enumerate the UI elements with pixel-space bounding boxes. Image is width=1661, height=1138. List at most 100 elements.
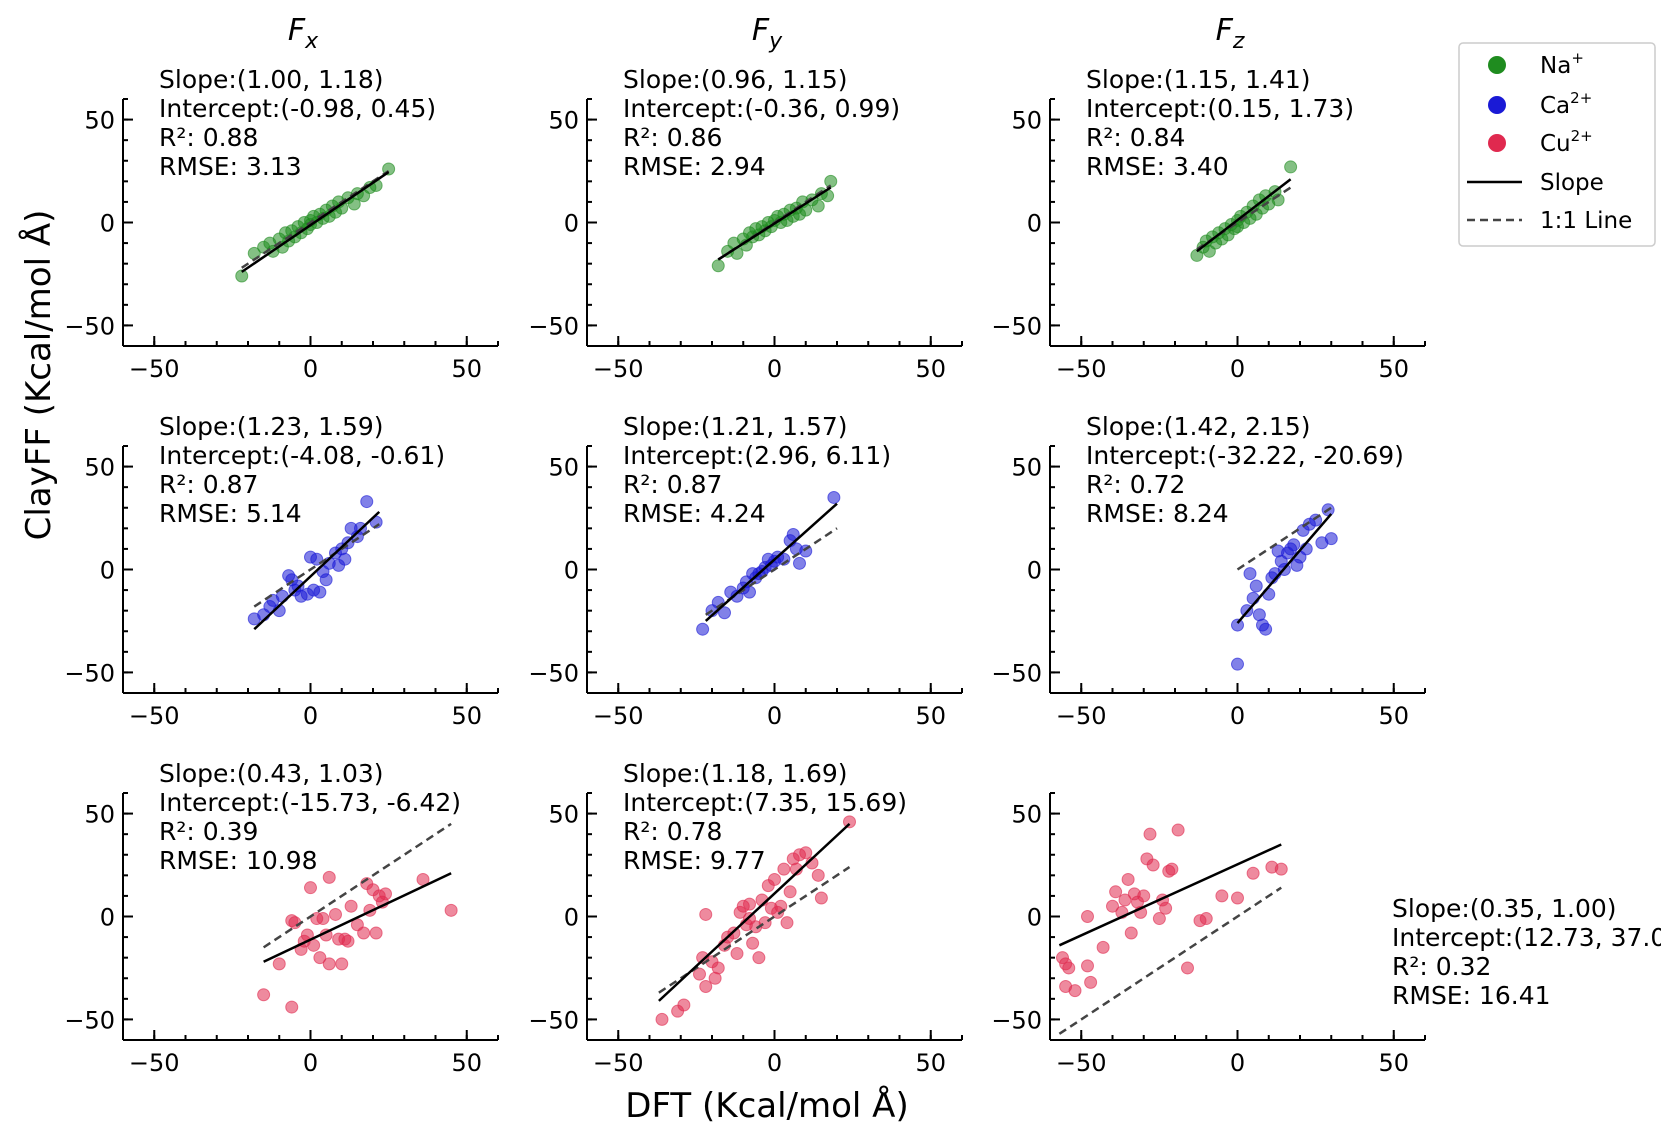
data-point: [1215, 889, 1229, 903]
x-tick-label: 0: [303, 702, 318, 730]
y-tick-label: 50: [548, 107, 579, 135]
x-tick-label: 50: [915, 1049, 946, 1077]
panel-cu-fz: −50 0 50 −50 0 50 Slope:(0.35, 1.00)Intercept:…: [991, 792, 1661, 1077]
data-point: [699, 907, 713, 921]
y-tick-label: −50: [528, 1006, 579, 1034]
data-point: [843, 815, 856, 829]
stat-line: RMSE: 5.14: [159, 499, 302, 528]
stat-line: RMSE: 9.77: [623, 846, 766, 875]
fit-line: [263, 872, 452, 963]
x-tick-label: −50: [129, 1049, 180, 1077]
data-point: [1259, 622, 1273, 636]
stat-line: R²: 0.39: [159, 817, 258, 846]
data-point: [1081, 959, 1094, 973]
data-point: [1081, 910, 1094, 923]
data-point: [1171, 823, 1185, 837]
data-point: [1284, 160, 1298, 174]
column-title-fz: Fz: [1216, 13, 1245, 54]
data-point: [1324, 532, 1338, 546]
data-point: [313, 585, 327, 599]
data-point: [824, 174, 838, 188]
stat-line: RMSE: 3.40: [1086, 152, 1229, 181]
y-tick-label: −50: [528, 312, 579, 340]
y-tick-label: 0: [100, 904, 115, 932]
legend-marker-na: [1488, 56, 1506, 74]
column-title-fx: Fx: [288, 13, 319, 54]
fit-line: [717, 186, 832, 261]
y-tick-label: 50: [84, 801, 115, 829]
y-tick-label: 50: [1011, 107, 1042, 135]
stat-line: Intercept:(2.96, 6.11): [623, 441, 891, 470]
data-point: [1231, 657, 1244, 671]
panel-ca-fx: −50 0 50 −50 0 50 Slope:(1.23, 1.59)Intercept:…: [64, 412, 499, 730]
panel-ca-fz: −50 0 50 −50 0 50 Slope:(1.42, 2.15)Intercept:…: [991, 412, 1426, 730]
identity-line: [1236, 506, 1332, 571]
y-tick-label: 50: [84, 454, 115, 482]
y-tick-label: 0: [564, 210, 579, 238]
data-point: [1159, 901, 1173, 915]
y-tick-label: −50: [64, 1006, 115, 1034]
stat-line: Slope:(1.18, 1.69): [623, 759, 848, 788]
y-tick-label: 0: [100, 557, 115, 585]
data-point: [357, 926, 371, 940]
data-point: [360, 495, 374, 509]
stat-line: RMSE: 8.24: [1086, 499, 1229, 528]
x-tick-label: −50: [593, 355, 644, 383]
stat-line: R²: 0.84: [1086, 123, 1185, 152]
data-point: [322, 870, 336, 884]
stat-line: Slope:(1.21, 1.57): [623, 412, 848, 441]
data-point: [1124, 926, 1138, 940]
panel-na-fy: −50 0 50 −50 0 50 Slope:(0.96, 1.15)Intercept:…: [528, 65, 963, 383]
panel-cu-fy: −50 0 50 −50 0 50 Slope:(1.18, 1.69)Intercept:…: [528, 759, 963, 1077]
stat-line: R²: 0.86: [623, 123, 722, 152]
data-point: [313, 951, 327, 965]
data-point: [1199, 912, 1213, 926]
x-tick-label: −50: [129, 355, 180, 383]
data-point: [786, 528, 800, 542]
data-point: [1062, 961, 1076, 975]
data-point: [1274, 862, 1288, 876]
y-tick-label: 50: [84, 107, 115, 135]
stat-line: RMSE: 3.13: [159, 152, 302, 181]
data-point: [304, 881, 317, 895]
stat-line: Slope:(0.96, 1.15): [623, 65, 848, 94]
data-point: [1096, 940, 1110, 954]
stat-line: Slope:(1.00, 1.18): [159, 65, 384, 94]
data-point: [1165, 862, 1179, 876]
x-tick-label: 50: [915, 355, 946, 383]
x-tick-label: −50: [1056, 702, 1107, 730]
stat-line: Intercept:(-32.22, -20.69): [1086, 441, 1404, 470]
data-point: [322, 957, 336, 971]
y-tick-label: 0: [1027, 210, 1042, 238]
y-axis-title: ClayFF (Kcal/mol Å): [18, 210, 59, 541]
y-tick-label: 50: [548, 454, 579, 482]
y-tick-label: 50: [1011, 454, 1042, 482]
data-point: [780, 916, 794, 930]
legend-label-cu: Cu2+: [1540, 127, 1593, 157]
panel-grid: −50 0 50 −50 0 50 Slope:(1.00, 1.18) Intercept:…: [64, 65, 1661, 1077]
data-point: [444, 903, 458, 917]
data-point: [699, 979, 713, 993]
x-tick-label: 50: [1378, 702, 1409, 730]
panel-na-fx: −50 0 50 −50 0 50 Slope:(1.00, 1.18)Intercept:…: [64, 65, 499, 383]
x-tick-label: 50: [1378, 1049, 1409, 1077]
legend-marker-cu: [1488, 134, 1506, 152]
identity-line: [262, 822, 452, 949]
stat-line: Intercept:(-4.08, -0.61): [159, 441, 445, 470]
panel-cu-fx: −50 0 50 −50 0 50 Slope:(0.43, 1.03)Intercept:…: [64, 759, 499, 1077]
x-tick-label: 50: [915, 702, 946, 730]
data-point: [811, 199, 825, 213]
stat-line: R²: 0.88: [159, 123, 258, 152]
fit-line: [241, 171, 390, 273]
data-point: [1121, 872, 1135, 886]
y-tick-label: 0: [564, 557, 579, 585]
data-point: [1109, 885, 1123, 899]
y-tick-label: −50: [991, 312, 1042, 340]
x-tick-label: −50: [1056, 1049, 1107, 1077]
data-point: [1181, 961, 1194, 975]
stat-line: Intercept:(0.15, 1.73): [1086, 94, 1354, 123]
data-point: [827, 490, 841, 504]
data-point: [752, 951, 766, 965]
y-tick-label: −50: [528, 659, 579, 687]
stat-line: Intercept:(12.73, 37.04): [1392, 923, 1661, 952]
